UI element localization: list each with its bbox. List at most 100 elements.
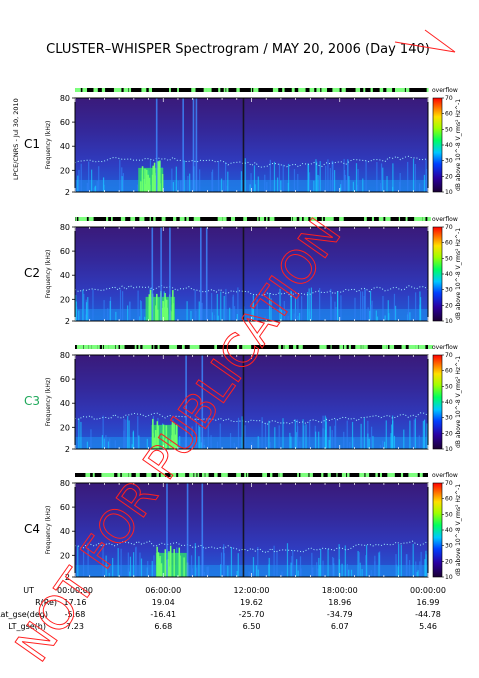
quality-strip-good-segment [161, 217, 166, 221]
noise-streak [348, 569, 350, 577]
quality-strip-good-segment [196, 345, 200, 349]
noise-streak [344, 174, 346, 192]
quality-strip-good-segment [177, 88, 179, 92]
quality-strip-good-segment [170, 473, 173, 477]
noise-streak [269, 441, 271, 449]
quality-strip-good-segment [115, 345, 119, 349]
quality-strip-good-segment [172, 345, 177, 349]
noise-streak [107, 308, 109, 321]
quality-strip-good-segment [388, 217, 391, 221]
ephemeris-value: 19.62 [240, 598, 263, 607]
noise-streak [117, 548, 119, 577]
noise-streak [362, 178, 364, 192]
quality-strip-good-segment [313, 217, 317, 221]
noise-streak [283, 300, 285, 321]
noise-streak [77, 545, 79, 577]
noise-streak [367, 433, 369, 449]
noise-streak [341, 563, 343, 577]
quality-strip-good-segment [128, 473, 130, 477]
noise-streak [220, 291, 222, 321]
emission-burst-streak [157, 161, 159, 192]
emission-burst-streak [168, 438, 171, 449]
noise-streak [287, 315, 289, 321]
quality-strip-good-segment [103, 473, 107, 477]
noise-streak [220, 178, 223, 192]
noise-streak [338, 559, 340, 577]
noise-streak [352, 181, 355, 192]
colorbar-tick-label: 40 [445, 142, 453, 149]
noise-streak [379, 444, 381, 449]
noise-streak [278, 425, 280, 449]
noise-streak [319, 161, 321, 192]
ephemeris-label: LT_gse(h) [8, 622, 46, 631]
noise-streak [268, 564, 270, 577]
noise-streak [237, 417, 240, 449]
noise-streak [383, 441, 386, 449]
noise-streak [194, 543, 196, 577]
noise-streak [318, 175, 321, 192]
quality-strip-good-segment [299, 217, 303, 221]
noise-streak [334, 301, 336, 321]
quality-strip-good-segment [270, 473, 273, 477]
y-tick-label: 80 [60, 479, 70, 488]
noise-streak [82, 551, 85, 577]
noise-streak [108, 572, 110, 577]
quality-strip-good-segment [113, 88, 119, 92]
quality-strip-good-segment [330, 345, 332, 349]
quality-strip-good-segment [102, 88, 106, 92]
ephemeris-value: -16.41 [150, 610, 176, 619]
plasma-line [74, 540, 429, 554]
noise-streak [316, 562, 318, 577]
emission-burst-streak [168, 551, 170, 577]
noise-streak [394, 305, 397, 321]
noise-streak [358, 552, 360, 577]
emission-burst-streak [161, 173, 164, 192]
quality-strip-good-segment [93, 88, 98, 92]
colorbar-tick-label: 70 [445, 95, 453, 102]
quality-strip-good-segment [171, 473, 177, 477]
noise-streak [391, 424, 393, 449]
colorbar [432, 97, 443, 193]
plasma-line [74, 155, 429, 168]
quality-strip-good-segment [259, 217, 265, 221]
noise-streak [344, 545, 346, 577]
noise-streak [211, 293, 213, 321]
quality-strip-good-segment [122, 345, 125, 349]
noise-streak [320, 548, 322, 577]
emission-burst-streak [175, 435, 178, 449]
colorbar-tick-label: 60 [445, 240, 453, 247]
noise-streak [127, 416, 129, 449]
noise-streak [219, 423, 221, 449]
noise-streak [403, 429, 405, 449]
noise-streak [138, 435, 140, 449]
noise-streak [334, 419, 337, 449]
noise-streak [315, 159, 317, 192]
noise-streak [115, 311, 117, 321]
quality-strip-good-segment [221, 473, 224, 477]
noise-streak [80, 421, 82, 449]
colorbar-label: dB above 10^-8 V_rms² Hz^-1 [455, 99, 462, 191]
noise-streak [333, 170, 336, 192]
noise-streak [386, 176, 388, 192]
quality-strip-good-segment [244, 473, 247, 477]
y-tick-label: 20 [60, 423, 70, 432]
quality-strip-good-segment [379, 88, 384, 92]
emission-burst-streak [170, 442, 172, 449]
noise-streak [387, 300, 389, 321]
emission-burst-streak [156, 309, 159, 321]
quality-strip-good-segment [76, 345, 82, 349]
noise-streak [122, 291, 124, 321]
emission-burst-streak [179, 555, 181, 577]
noise-streak [136, 184, 139, 192]
colorbar-tick-label: 60 [445, 368, 453, 375]
quality-strip-good-segment [365, 473, 370, 477]
noise-streak [312, 567, 314, 577]
noise-streak [365, 545, 368, 577]
quality-strip-good-segment [160, 473, 166, 477]
colorbar-tick-label: 10 [445, 446, 453, 453]
quality-strip-good-segment [236, 345, 240, 349]
ephemeris-value: 5.46 [419, 622, 437, 631]
noise-streak [258, 438, 260, 449]
noise-streak [88, 161, 90, 192]
emission-burst-streak [173, 423, 175, 449]
